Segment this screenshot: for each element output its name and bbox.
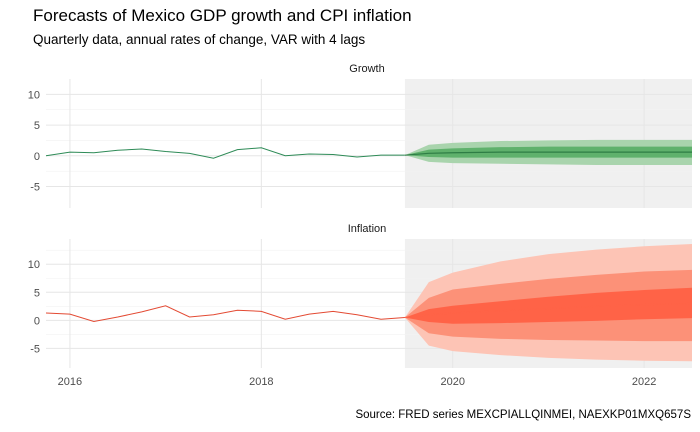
chart-marks: 10 5 0 -5 10 5 0 -5 2016 2018 2020 2022: [28, 79, 693, 388]
growth-y-tick-label: 5: [34, 120, 40, 132]
chart-title: Forecasts of Mexico GDP growth and CPI i…: [33, 6, 412, 25]
growth-history-line: [45, 147, 405, 159]
growth-y-tick-label: -5: [30, 182, 40, 194]
growth-y-tick-label: 10: [28, 89, 40, 101]
chart-subtitle: Quarterly data, annual rates of change, …: [33, 32, 366, 47]
inflation-forecast-median-line: [404, 302, 693, 319]
panel-label-inflation: Inflation: [348, 223, 387, 235]
x-tick-label: 2022: [632, 376, 656, 388]
panel-label-growth: Growth: [349, 63, 384, 75]
chart-caption: Source: FRED series MEXCPIALLQINMEI, NAE…: [355, 409, 691, 421]
x-tick-label: 2016: [58, 376, 82, 388]
inflation-y-tick-label: 10: [28, 259, 40, 271]
inflation-history-line: [45, 305, 405, 322]
x-tick-label: 2018: [249, 376, 273, 388]
inflation-band-50-area: [404, 287, 692, 324]
inflation-y-tick-label: -5: [30, 343, 40, 355]
inflation-y-tick-label: 5: [34, 287, 40, 299]
inflation-y-tick-label: 0: [34, 315, 40, 327]
growth-y-tick-label: 0: [34, 151, 40, 163]
x-tick-label: 2020: [440, 376, 464, 388]
growth-forecast-median-line: [404, 151, 692, 156]
